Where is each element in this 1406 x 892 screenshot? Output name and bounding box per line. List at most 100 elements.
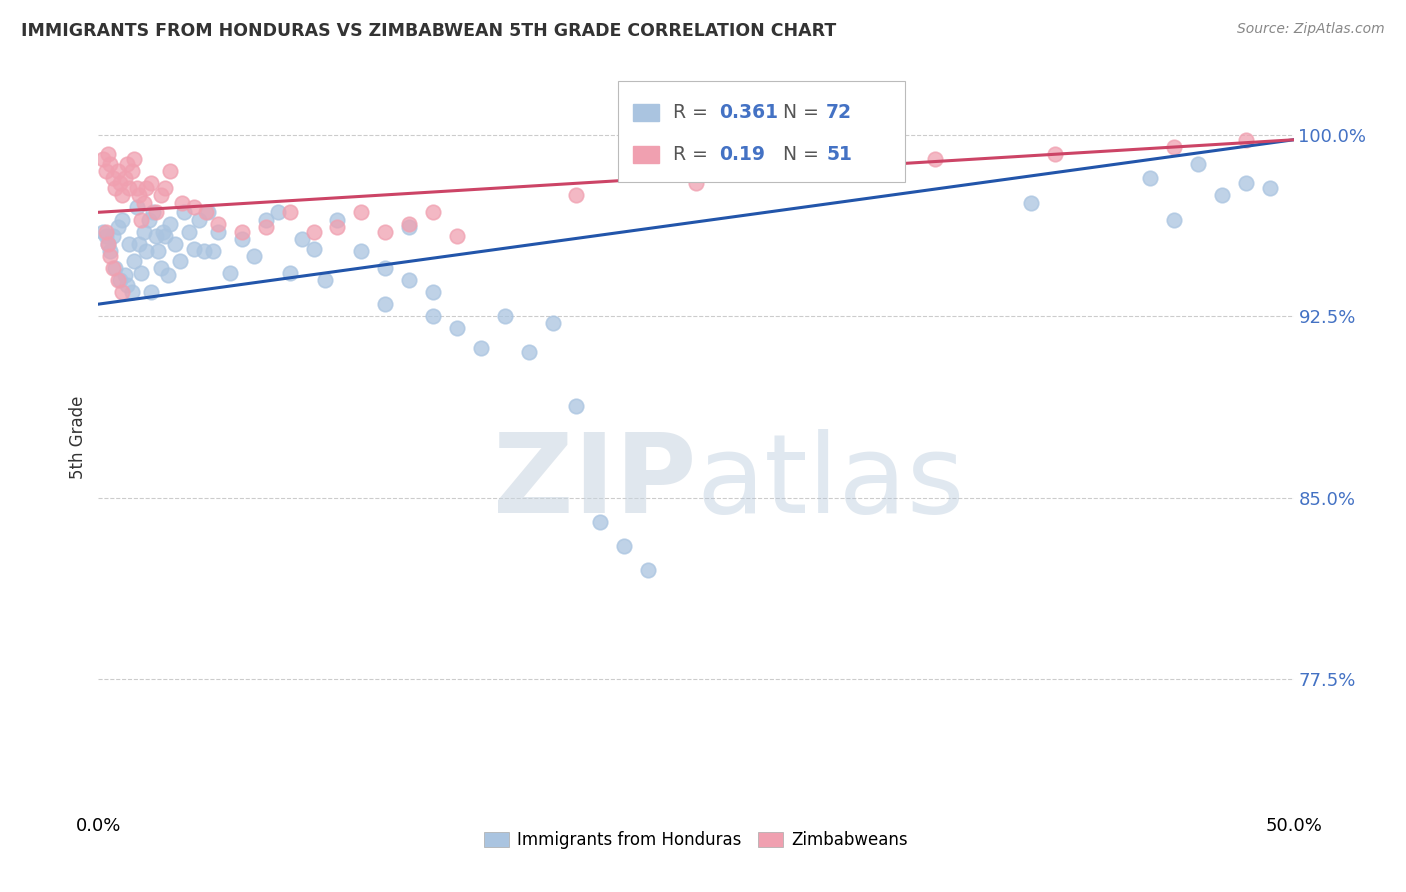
Text: R =: R = [673, 145, 714, 164]
Point [132, 195, 155, 210]
Point [124, 253, 146, 268]
Point [132, 225, 155, 239]
Text: N =: N = [772, 103, 825, 122]
FancyBboxPatch shape [619, 81, 905, 182]
Point [155, 229, 177, 244]
Point [118, 181, 141, 195]
Point [326, 219, 349, 234]
Point [145, 229, 167, 244]
Point [267, 205, 290, 219]
Point [131, 266, 153, 280]
Point [159, 218, 181, 232]
Point [114, 268, 136, 282]
Point [91, 225, 114, 239]
Point [207, 225, 229, 239]
FancyBboxPatch shape [633, 146, 659, 163]
Text: 0.361: 0.361 [718, 103, 778, 122]
Point [91, 152, 114, 166]
Point [98, 249, 122, 263]
Point [128, 236, 150, 251]
Point [156, 268, 179, 282]
Point [1139, 171, 1161, 186]
Point [108, 273, 131, 287]
Point [804, 164, 827, 178]
Point [315, 273, 337, 287]
Text: Source: ZipAtlas.com: Source: ZipAtlas.com [1237, 22, 1385, 37]
Point [197, 205, 219, 219]
Point [98, 157, 122, 171]
Point [115, 157, 138, 171]
Point [163, 236, 186, 251]
Point [1163, 140, 1185, 154]
Point [374, 225, 396, 239]
Point [541, 317, 564, 331]
Point [149, 188, 172, 202]
Point [302, 242, 325, 256]
Point [97, 147, 120, 161]
Point [254, 212, 277, 227]
Point [145, 205, 167, 219]
Point [254, 219, 277, 234]
Text: 72: 72 [827, 103, 852, 122]
Point [173, 205, 195, 219]
Point [104, 260, 127, 275]
Point [1043, 147, 1066, 161]
Point [152, 225, 174, 239]
Point [104, 181, 127, 195]
Point [422, 285, 444, 299]
Point [142, 205, 165, 219]
Point [94, 225, 117, 239]
Point [924, 152, 946, 166]
Legend: Immigrants from Honduras, Zimbabweans: Immigrants from Honduras, Zimbabweans [477, 824, 915, 855]
Point [302, 225, 325, 239]
Point [350, 205, 373, 219]
Point [207, 218, 229, 232]
Text: IMMIGRANTS FROM HONDURAS VS ZIMBABWEAN 5TH GRADE CORRELATION CHART: IMMIGRANTS FROM HONDURAS VS ZIMBABWEAN 5… [21, 22, 837, 40]
Point [1211, 188, 1233, 202]
Point [278, 266, 301, 280]
Text: N =: N = [772, 145, 825, 164]
Point [350, 244, 373, 258]
Point [111, 285, 134, 299]
Point [422, 310, 444, 324]
Point [1258, 181, 1281, 195]
Point [183, 201, 205, 215]
Point [231, 225, 253, 239]
Point [183, 242, 205, 256]
Point [138, 212, 160, 227]
Point [565, 188, 588, 202]
Point [231, 232, 253, 246]
Point [187, 212, 209, 227]
Point [128, 188, 150, 202]
Point [1187, 157, 1209, 171]
Point [326, 212, 349, 227]
Point [139, 285, 162, 299]
Point [111, 188, 134, 202]
Point [179, 225, 201, 239]
Point [135, 244, 157, 258]
Point [172, 195, 194, 210]
FancyBboxPatch shape [633, 104, 659, 121]
Point [108, 176, 131, 190]
Point [107, 164, 129, 178]
Point [114, 171, 136, 186]
Point [290, 232, 312, 246]
Point [159, 164, 181, 178]
Point [470, 341, 492, 355]
Point [121, 164, 143, 178]
Point [135, 181, 157, 195]
Point [169, 253, 191, 268]
Point [101, 260, 124, 275]
Point [1019, 195, 1042, 210]
Point [1234, 176, 1257, 190]
Point [97, 236, 120, 251]
Point [94, 229, 117, 244]
Point [494, 310, 516, 324]
Point [121, 285, 143, 299]
Point [101, 171, 124, 186]
Point [613, 539, 636, 553]
Point [398, 273, 420, 287]
Point [155, 181, 177, 195]
Point [422, 205, 444, 219]
Point [97, 236, 120, 251]
